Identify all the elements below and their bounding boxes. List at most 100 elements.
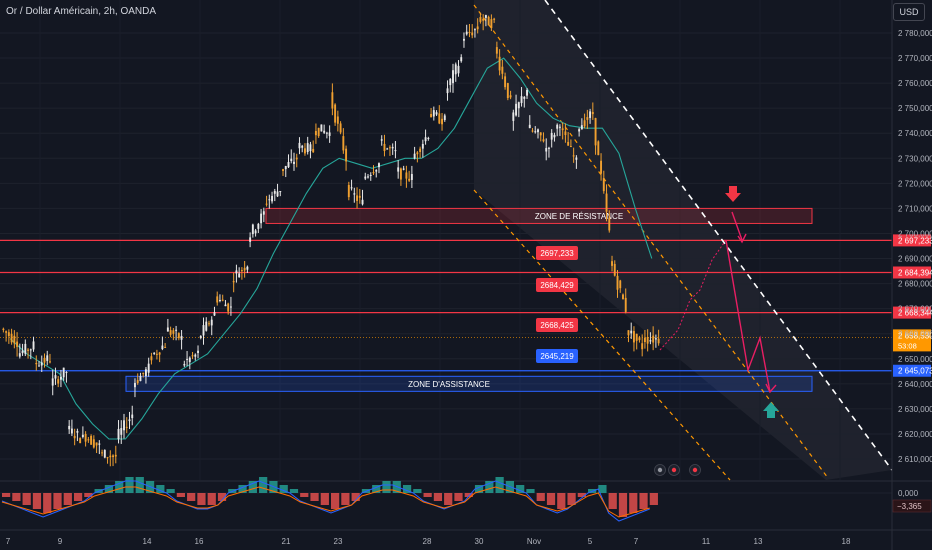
candle-body xyxy=(509,95,512,98)
currency-button[interactable]: USD xyxy=(893,3,925,21)
candle-body xyxy=(70,428,73,434)
macd-bar xyxy=(526,489,535,493)
candle-body xyxy=(271,195,274,202)
y-tick-label: 2 670,000 xyxy=(898,305,932,314)
candle-body xyxy=(221,299,224,301)
projected-path xyxy=(659,186,779,418)
candle-body xyxy=(262,211,265,215)
candle-body xyxy=(144,369,147,377)
macd-signal-line xyxy=(1,486,650,518)
macd-bar xyxy=(300,493,309,497)
candle-body xyxy=(279,191,282,193)
axis-level-label: 2 697,233 xyxy=(898,236,932,245)
time-axis[interactable]: 7 9 14 16 21 23 28 30 Nov 5 7 11 13 18 xyxy=(0,529,932,546)
candle-body xyxy=(465,31,468,35)
y-tick-label: 2 690,000 xyxy=(898,255,932,264)
flag-icon-dot xyxy=(671,467,677,473)
candle-body xyxy=(391,146,394,149)
macd-bar xyxy=(474,485,484,493)
candle-body xyxy=(567,141,570,146)
candle-body xyxy=(353,193,356,195)
axis-level-box xyxy=(893,234,931,247)
macd-bar xyxy=(341,493,350,505)
macd-value-label: −3,365 xyxy=(897,502,922,511)
candle-body xyxy=(558,126,561,128)
bar-countdown: 53:08 xyxy=(898,341,917,350)
candle-body xyxy=(432,110,435,117)
candle-body xyxy=(542,139,545,142)
projection-dotted xyxy=(659,239,727,351)
candle-body xyxy=(504,76,507,88)
candle-body xyxy=(361,199,364,205)
candle-body xyxy=(18,353,21,357)
last-price-box xyxy=(893,329,931,352)
candle-body xyxy=(416,152,419,155)
y-tick-label: 2 770,000 xyxy=(898,54,932,63)
macd-bar xyxy=(125,477,134,493)
macd-bar xyxy=(331,493,340,509)
candle-body xyxy=(103,450,106,458)
candle-body xyxy=(76,430,79,433)
candle-body xyxy=(314,130,317,136)
candle-body xyxy=(345,148,348,162)
candle-body xyxy=(575,157,578,160)
candle-body xyxy=(438,113,441,124)
candle-body xyxy=(471,32,474,36)
candle-body xyxy=(120,428,123,435)
upper-trendline xyxy=(544,0,893,471)
candle-body xyxy=(550,132,553,140)
macd-bar xyxy=(402,485,412,493)
candle-body xyxy=(16,341,19,347)
candle-body xyxy=(454,64,457,75)
x-tick-label: 11 xyxy=(702,537,711,546)
candle-body xyxy=(476,26,479,30)
candle-body xyxy=(515,103,518,116)
candle-body xyxy=(175,329,178,331)
level-tag-label: 2684,429 xyxy=(540,281,574,290)
candle-body xyxy=(142,372,145,374)
macd-value-box xyxy=(892,499,932,513)
candle-body xyxy=(65,372,68,374)
candle-body xyxy=(312,148,315,153)
macd-bar xyxy=(187,493,196,501)
x-tick-label: 30 xyxy=(475,537,484,546)
candle-body xyxy=(13,335,16,344)
macd-bar xyxy=(289,489,299,493)
candle-body xyxy=(235,270,238,274)
candle-body xyxy=(632,331,635,343)
candle-body xyxy=(350,187,353,189)
mid-channel-line xyxy=(473,4,829,479)
y-tick-label: 2 610,000 xyxy=(898,455,932,464)
candle-body xyxy=(399,168,402,180)
candle-body xyxy=(293,161,295,164)
price-axis[interactable]: 2 780,000 2 770,000 2 760,000 2 750,000 2 74… xyxy=(891,0,932,550)
candle-body xyxy=(616,275,619,290)
candle-body xyxy=(240,270,243,272)
candle-body xyxy=(347,184,350,198)
candle-body xyxy=(260,213,263,224)
candle-body xyxy=(410,174,413,180)
macd-bar xyxy=(53,493,62,509)
candle-body xyxy=(232,281,235,283)
candle-body xyxy=(35,363,38,365)
candle-body xyxy=(369,174,372,176)
macd-bar xyxy=(536,493,545,501)
y-tick-label: 2 640,000 xyxy=(898,380,932,389)
macd-bar xyxy=(12,493,21,501)
candle-body xyxy=(106,457,109,459)
x-tick-label: 5 xyxy=(588,537,593,546)
candle-body xyxy=(251,224,254,235)
candle-body xyxy=(24,343,27,354)
candle-body xyxy=(229,306,232,308)
candle-body xyxy=(405,172,408,179)
candle-body xyxy=(501,66,504,74)
level-tag-box xyxy=(536,318,578,332)
candle-body xyxy=(282,169,284,171)
candle-body xyxy=(68,425,71,430)
candle-body xyxy=(380,139,383,141)
candle-body xyxy=(177,333,180,339)
y-tick-label: 2 730,000 xyxy=(898,154,932,163)
candle-body xyxy=(134,382,136,388)
candle-body xyxy=(553,134,556,138)
